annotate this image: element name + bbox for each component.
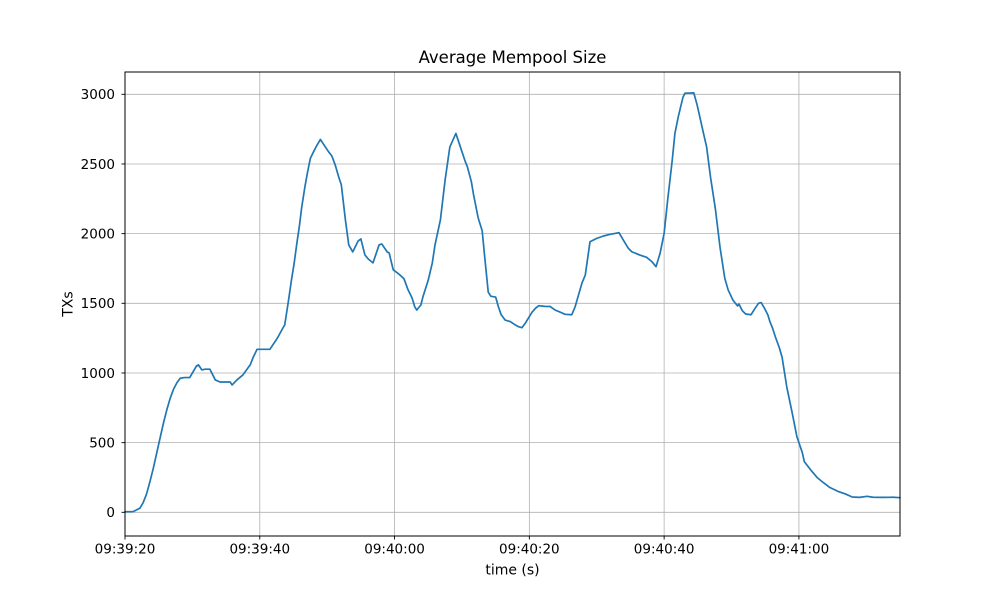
chart-title: Average Mempool Size (419, 48, 607, 67)
grid-lines (124, 72, 900, 536)
x-tick-label: 09:40:00 (364, 542, 425, 558)
x-tick-label: 09:39:40 (229, 542, 290, 558)
x-tick-label: 09:40:40 (634, 542, 695, 558)
y-tick-label: 500 (89, 436, 115, 452)
x-tick-labels: 09:39:20 09:39:40 09:40:00 09:40:20 09:40:40… (95, 542, 830, 558)
y-axis-label: TXs (61, 291, 77, 317)
y-tick-label: 3000 (81, 87, 115, 103)
y-tick-label: 1500 (81, 296, 115, 312)
data-series (124, 92, 901, 513)
x-tick-label: 09:39:20 (95, 542, 156, 558)
tick-marks (121, 93, 800, 540)
series-line-average-mempool-size (124, 92, 901, 513)
y-tick-label: 0 (106, 505, 115, 521)
y-tick-label: 1000 (81, 366, 115, 382)
x-axis-label: time (s) (485, 563, 539, 579)
y-tick-label: 2500 (81, 157, 115, 173)
axes-frame (124, 71, 901, 537)
y-tick-labels: 0 500 1000 1500 2000 2500 3000 (81, 87, 115, 521)
x-tick-label: 09:40:20 (499, 542, 560, 558)
y-tick-label: 2000 (81, 226, 115, 242)
x-tick-label: 09:41:00 (769, 542, 830, 558)
